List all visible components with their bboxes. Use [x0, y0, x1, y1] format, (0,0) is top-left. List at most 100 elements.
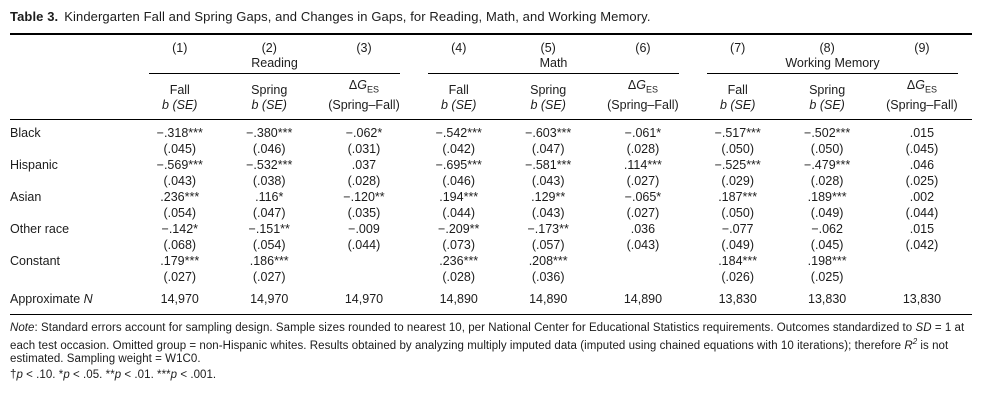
data-cell: .198*** (.025): [807, 253, 847, 284]
data-cell: .189*** (.049): [807, 189, 847, 220]
data-cell: .187*** (.050): [718, 189, 758, 220]
data-cell: 14,970: [313, 284, 414, 315]
subheader-math-spring: Spring b (SE): [503, 74, 593, 120]
data-cell: .116* (.047): [252, 189, 286, 220]
data-cell: −.603*** (.047): [525, 125, 572, 156]
table-row: Constant .179*** (.027) .186*** (.027) .236**…: [10, 253, 972, 285]
data-cell: −.065* (.027): [624, 189, 662, 220]
table-note: Note: Standard errors account for sampli…: [10, 321, 965, 366]
data-cell: .037 (.028): [347, 157, 381, 188]
col-number-5: (5): [540, 41, 556, 55]
row-label: Approximate N: [10, 284, 136, 315]
data-cell: 14,890: [592, 284, 693, 315]
col-number-4: (4): [451, 41, 467, 55]
col-number-7: (7): [730, 41, 746, 55]
table-header: (1) (2) (3) (4) (5) (6) (7) (8) (9) Read…: [10, 34, 972, 120]
col-number-3: (3): [356, 41, 372, 55]
data-cell: .114*** (.027): [623, 157, 662, 188]
data-cell: −.532*** (.038): [246, 157, 293, 188]
table-row: Other race −.142* (.068) −.151** (.054) −.009…: [10, 221, 972, 253]
data-cell: −.120** (.035): [343, 189, 385, 220]
subheader-wm-fall: Fall b (SE): [692, 74, 783, 120]
row-label: Asian: [10, 189, 42, 204]
data-cell: .236*** (.054): [160, 189, 200, 220]
data-cell: 14,970: [135, 284, 225, 315]
subheader-reading-fall: Fall b (SE): [135, 74, 225, 120]
subheader-wm-spring: Spring b (SE): [782, 74, 872, 120]
data-cell: 13,830: [692, 284, 783, 315]
col-number-9: (9): [914, 41, 930, 55]
subheader-math-fall: Fall b (SE): [414, 74, 504, 120]
data-cell: .194*** (.044): [439, 189, 479, 220]
data-cell: .186*** (.027): [249, 253, 289, 284]
data-cell: −.581*** (.043): [525, 157, 572, 188]
data-cell: .002 (.044): [905, 189, 939, 220]
regression-table: (1) (2) (3) (4) (5) (6) (7) (8) (9) Read…: [10, 33, 972, 315]
empty-header-cell: [10, 56, 135, 74]
data-cell: −.173** (.057): [527, 221, 569, 252]
table-row: Hispanic −.569*** (.043) −.532*** (.038) .037…: [10, 157, 972, 189]
table-title-text: Kindergarten Fall and Spring Gaps, and C…: [64, 9, 651, 24]
data-cell: 14,890: [503, 284, 593, 315]
table-row: Black −.318*** (.045) −.380*** (.046) −.062*(…: [10, 119, 972, 157]
data-cell: −.517*** (.050): [714, 125, 761, 156]
column-numbers-row: (1) (2) (3) (4) (5) (6) (7) (8) (9): [10, 34, 972, 56]
data-cell: −.142* (.068): [161, 221, 199, 252]
sub-headers-row: Fall b (SE) Spring b (SE) ΔGES (Spring–Fall…: [10, 74, 972, 120]
row-label: Black: [10, 125, 41, 140]
table-body: Black −.318*** (.045) −.380*** (.046) −.062*(…: [10, 119, 972, 315]
table-title: Table 3. Kindergarten Fall and Spring Gap…: [10, 8, 972, 26]
data-cell: [593, 253, 693, 285]
group-label-reading: Reading: [251, 56, 298, 70]
data-cell: .129** (.043): [531, 189, 566, 220]
subheader-reading-delta: ΔGES (Spring–Fall): [313, 74, 414, 120]
subheader-reading-spring: Spring b (SE): [224, 74, 314, 120]
subheader-wm-delta: ΔGES (Spring–Fall): [871, 74, 972, 120]
data-cell: [872, 253, 972, 285]
data-cell: 13,830: [782, 284, 872, 315]
row-label: Constant: [10, 253, 61, 268]
data-cell: .184*** (.026): [718, 253, 758, 284]
table-number-label: Table 3.: [10, 9, 59, 24]
page: Table 3. Kindergarten Fall and Spring Gap…: [10, 8, 972, 383]
group-headers-row: Reading Math Working Memory: [10, 56, 972, 74]
group-label-working-memory: Working Memory: [785, 56, 880, 70]
group-header-reading: Reading: [135, 56, 414, 74]
data-cell: 14,970: [224, 284, 314, 315]
col-number-2: (2): [261, 41, 277, 55]
data-cell: −.062 (.045): [810, 221, 844, 252]
table-row: Approximate N 14,970 14,970 14,970 14,890 14,…: [10, 284, 972, 315]
data-cell: −.525*** (.029): [714, 157, 761, 188]
table-notes: Note: Standard errors account for sampli…: [10, 321, 972, 383]
col-number-8: (8): [819, 41, 835, 55]
data-cell: .179*** (.027): [160, 253, 200, 284]
table-row: Asian .236*** (.054) .116* (.047) −.120** (.03…: [10, 189, 972, 221]
data-cell: −.209** (.073): [438, 221, 480, 252]
empty-header-cell: [10, 74, 136, 120]
data-cell: −.569*** (.043): [156, 157, 203, 188]
data-cell: .036 (.043): [626, 221, 660, 252]
data-cell: −.009 (.044): [347, 221, 381, 252]
data-cell: −.479*** (.028): [804, 157, 851, 188]
data-cell: .046 (.025): [905, 157, 939, 188]
row-label: Hispanic: [10, 157, 58, 172]
data-cell: .208*** (.036): [528, 253, 568, 284]
empty-header-cell: [10, 34, 135, 56]
data-cell: −.061* (.028): [624, 125, 662, 156]
data-cell: −.062* (.031): [345, 125, 383, 156]
row-label: Other race: [10, 221, 70, 236]
data-cell: −.695*** (.046): [435, 157, 482, 188]
data-cell: .015 (.045): [905, 125, 939, 156]
data-cell: −.077 (.049): [721, 221, 754, 252]
data-cell: 14,890: [414, 284, 504, 315]
col-number-1: (1): [172, 41, 188, 55]
group-header-math: Math: [414, 56, 693, 74]
data-cell: −.318*** (.045): [156, 125, 203, 156]
col-number-6: (6): [635, 41, 651, 55]
data-cell: −.502*** (.050): [804, 125, 851, 156]
group-header-working-memory: Working Memory: [693, 56, 972, 74]
data-cell: .236*** (.028): [439, 253, 479, 284]
significance-note: †p < .10. *p < .05. **p < .01. ***p < .0…: [10, 369, 217, 382]
data-cell: [314, 253, 414, 285]
data-cell: .015 (.042): [905, 221, 939, 252]
